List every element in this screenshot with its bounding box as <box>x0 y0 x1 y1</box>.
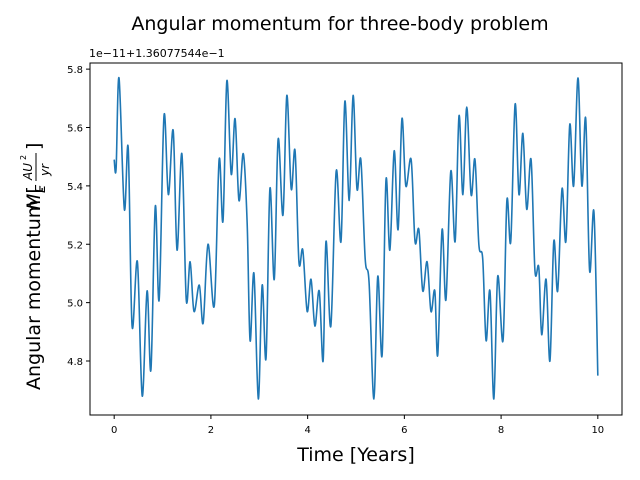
y-tick-label: 5.2 <box>67 240 83 251</box>
y-label-numerator: AU <box>21 163 35 181</box>
y-tick-label: 5.4 <box>67 182 83 193</box>
y-label-text: Angular momentum [ <box>23 186 45 390</box>
x-tick-label: 6 <box>401 425 407 436</box>
x-tick-label: 0 <box>111 425 117 436</box>
x-axis-label: Time [Years] <box>296 444 415 466</box>
y-tick-label: 4.8 <box>67 357 83 368</box>
y-label-symbol: M <box>23 194 45 210</box>
x-tick-label: 2 <box>208 425 214 436</box>
y-tick-label: 5.8 <box>67 65 83 76</box>
y-label-denominator: yr <box>38 163 52 177</box>
y-axis-label: Angular momentum [ M E AU 2 yr ] <box>19 143 52 390</box>
x-tick-label: 10 <box>591 425 604 436</box>
offset-text: 1e−11+1.36077544e−1 <box>89 47 225 60</box>
chart-title: Angular momentum for three-body problem <box>131 13 548 35</box>
plot-frame <box>89 62 623 416</box>
y-label-close: ] <box>23 143 45 150</box>
y-label-exponent: 2 <box>19 155 28 160</box>
y-tick-label: 5.6 <box>67 124 83 135</box>
y-label-subscript: E <box>34 184 49 193</box>
data-line <box>113 77 599 400</box>
y-tick-label: 5.0 <box>67 299 83 310</box>
x-tick-label: 4 <box>304 425 310 436</box>
x-tick-label: 8 <box>498 425 504 436</box>
